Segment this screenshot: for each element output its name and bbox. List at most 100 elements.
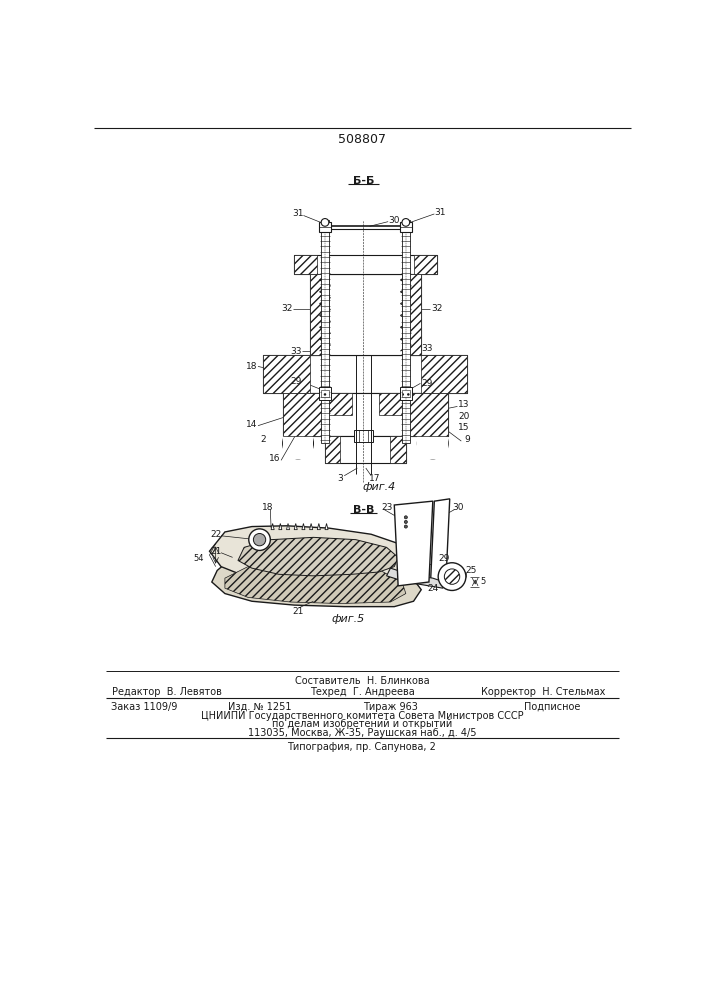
Text: 9: 9 [464, 435, 470, 444]
Text: 13: 13 [458, 400, 469, 409]
Text: 31: 31 [435, 208, 446, 217]
Bar [321, 389, 329, 397]
Text: 17: 17 [369, 474, 381, 483]
Text: 113035, Москва, Ж-35, Раушская наб., д. 4/5: 113035, Москва, Ж-35, Раушская наб., д. … [247, 728, 477, 738]
Text: 16: 16 [269, 454, 281, 463]
Circle shape [404, 520, 407, 523]
Text: 20: 20 [458, 412, 469, 421]
Bar [379, 393, 406, 415]
Text: 33: 33 [421, 344, 433, 353]
Polygon shape [387, 568, 444, 588]
Circle shape [253, 533, 266, 546]
Bar [421, 355, 467, 393]
Bar [264, 355, 310, 393]
Text: 21: 21 [210, 547, 221, 556]
Text: 32: 32 [431, 304, 443, 313]
Text: Тираж 963: Тираж 963 [363, 702, 418, 712]
Circle shape [249, 529, 270, 550]
Text: 25: 25 [466, 566, 477, 575]
Bar [390, 436, 406, 463]
Polygon shape [310, 523, 312, 530]
Bar [310, 274, 421, 355]
Bar [294, 255, 317, 274]
Polygon shape [279, 523, 282, 530]
Text: 54: 54 [194, 554, 204, 563]
Bar [325, 436, 340, 463]
Polygon shape [209, 526, 409, 584]
Text: 18: 18 [246, 362, 257, 371]
Polygon shape [317, 523, 320, 530]
Bar [402, 220, 409, 443]
Text: Составитель  Н. Блинкова: Составитель Н. Блинкова [295, 676, 429, 686]
Circle shape [283, 428, 313, 459]
Bar [325, 436, 406, 463]
Circle shape [404, 516, 407, 519]
Bar [283, 393, 448, 436]
Bar [399, 387, 412, 400]
Text: 508807: 508807 [338, 133, 386, 146]
Text: Изд. № 1251: Изд. № 1251 [228, 702, 291, 712]
Text: фиг.4: фиг.4 [362, 482, 395, 492]
Bar [325, 393, 352, 415]
Polygon shape [302, 523, 305, 530]
Bar [283, 436, 313, 459]
Text: 21: 21 [293, 607, 304, 616]
Text: Заказ 1109/9: Заказ 1109/9 [111, 702, 177, 712]
Text: 15: 15 [458, 424, 469, 432]
Polygon shape [225, 560, 406, 604]
Bar [354, 430, 373, 442]
Text: 33: 33 [290, 347, 301, 356]
Bar [414, 255, 437, 274]
Text: 30: 30 [452, 503, 464, 512]
Circle shape [444, 569, 460, 584]
Polygon shape [238, 537, 398, 576]
Bar [406, 393, 448, 436]
Text: 30: 30 [389, 216, 400, 225]
Text: 14: 14 [246, 420, 257, 429]
Text: Редактор  В. Левятов: Редактор В. Левятов [112, 687, 222, 697]
Text: ЦНИИПИ Государственного комитета Совета Министров СССР: ЦНИИПИ Государственного комитета Совета … [201, 711, 523, 721]
Circle shape [417, 428, 448, 459]
Text: 29: 29 [421, 379, 432, 388]
Bar [319, 222, 331, 232]
Text: Б-Б: Б-Б [353, 176, 374, 186]
Polygon shape [212, 549, 421, 607]
Text: Техред  Г. Андреева: Техред Г. Андреева [310, 687, 414, 697]
Text: фиг.5: фиг.5 [332, 614, 365, 624]
Text: 22: 22 [210, 530, 221, 539]
Text: 5: 5 [480, 578, 486, 586]
Bar [283, 393, 325, 436]
Text: 24: 24 [427, 584, 438, 593]
Text: по делам изобретений и открытий: по делам изобретений и открытий [271, 719, 452, 729]
Polygon shape [431, 499, 450, 584]
Bar [402, 274, 421, 355]
Circle shape [438, 563, 466, 590]
Text: 29: 29 [438, 554, 450, 563]
Circle shape [321, 219, 329, 226]
Bar [319, 387, 331, 400]
Text: 18: 18 [262, 503, 273, 512]
Text: 29: 29 [290, 377, 301, 386]
Text: 2: 2 [261, 435, 267, 444]
Circle shape [402, 219, 409, 226]
Bar [402, 389, 409, 397]
Polygon shape [395, 501, 433, 586]
Circle shape [404, 525, 407, 528]
Text: Типография, пр. Сапунова, 2: Типография, пр. Сапунова, 2 [288, 742, 436, 752]
Polygon shape [286, 523, 290, 530]
Bar [321, 220, 329, 443]
Text: Корректор  Н. Стельмах: Корректор Н. Стельмах [481, 687, 605, 697]
Text: Подписное: Подписное [524, 702, 580, 712]
Bar [399, 222, 412, 232]
Text: 3: 3 [337, 474, 344, 483]
Text: 32: 32 [281, 304, 292, 313]
Bar [417, 436, 448, 459]
Text: 23: 23 [381, 503, 392, 512]
Polygon shape [325, 523, 328, 530]
Text: 31: 31 [292, 209, 304, 218]
Polygon shape [271, 523, 274, 530]
Bar [264, 355, 467, 393]
Text: В-В: В-В [353, 505, 374, 515]
Bar [294, 255, 437, 274]
Polygon shape [294, 523, 297, 530]
